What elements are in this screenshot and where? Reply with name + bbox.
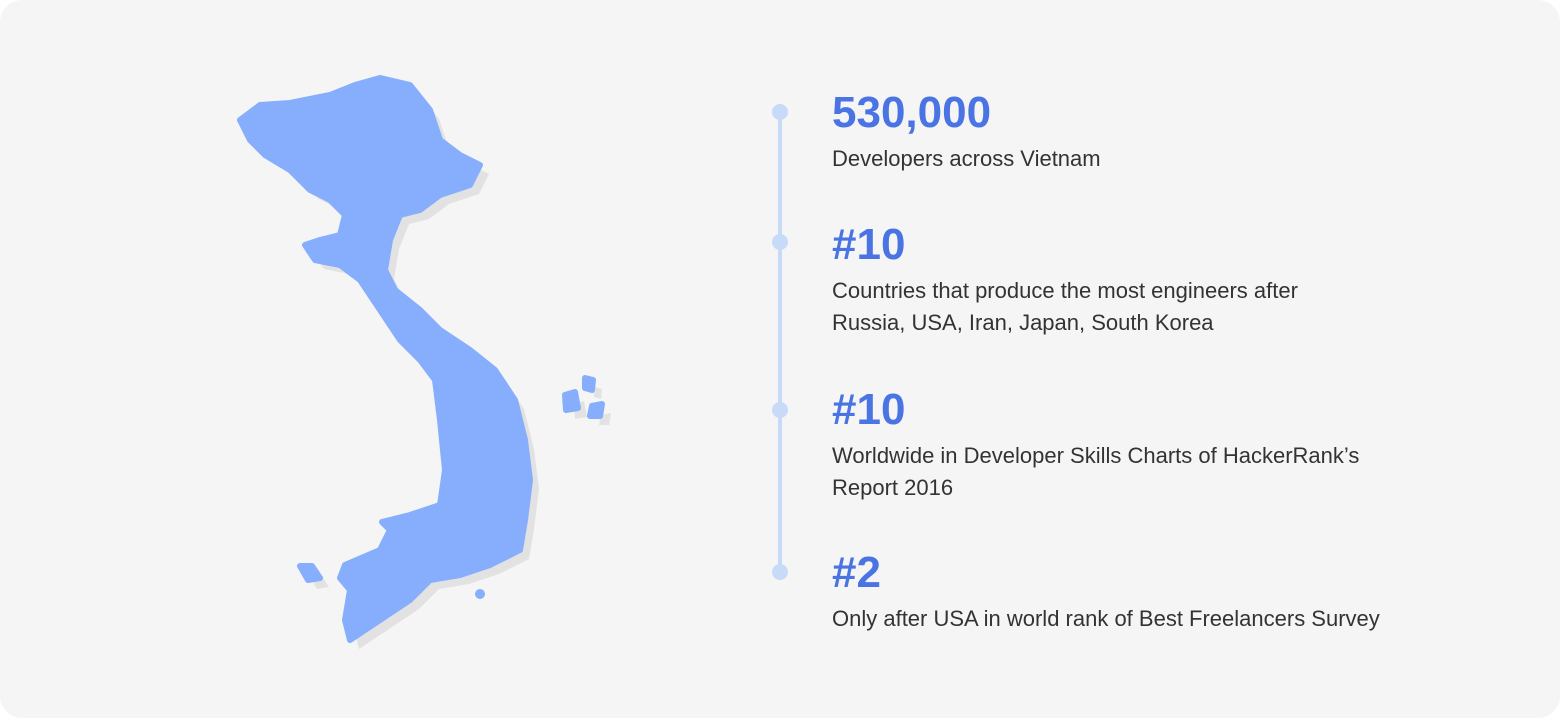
stat-value: #10 xyxy=(832,385,906,434)
desc-line: Countries that produce the most engineer… xyxy=(832,278,1298,303)
stat-hackerrank-rank: #10 Worldwide in Developer Skills Charts… xyxy=(832,386,1359,504)
stat-engineers-rank: #10 Countries that produce the most engi… xyxy=(832,221,1298,339)
stat-description: Worldwide in Developer Skills Charts of … xyxy=(832,440,1359,504)
timeline-dot xyxy=(772,234,788,250)
stat-description: Developers across Vietnam xyxy=(832,146,1101,171)
stat-value: 530,000 xyxy=(832,88,992,137)
timeline-dot xyxy=(772,564,788,580)
desc-line: Russia, USA, Iran, Japan, South Korea xyxy=(832,310,1214,335)
timeline-dot xyxy=(772,402,788,418)
stat-developers: 530,000 Developers across Vietnam xyxy=(832,89,1101,175)
stat-value: #2 xyxy=(832,548,881,597)
timeline-dot xyxy=(772,104,788,120)
stat-description: Countries that produce the most engineer… xyxy=(832,275,1298,339)
timeline-line xyxy=(778,112,782,572)
map-shape xyxy=(240,78,602,640)
stat-value: #10 xyxy=(832,220,906,269)
stat-description: Only after USA in world rank of Best Fre… xyxy=(832,606,1380,631)
map-island xyxy=(475,589,485,599)
desc-line: Worldwide in Developer Skills Charts of … xyxy=(832,443,1360,468)
desc-line: Report 2016 xyxy=(832,475,954,500)
stat-freelancers-rank: #2 Only after USA in world rank of Best … xyxy=(832,549,1380,635)
